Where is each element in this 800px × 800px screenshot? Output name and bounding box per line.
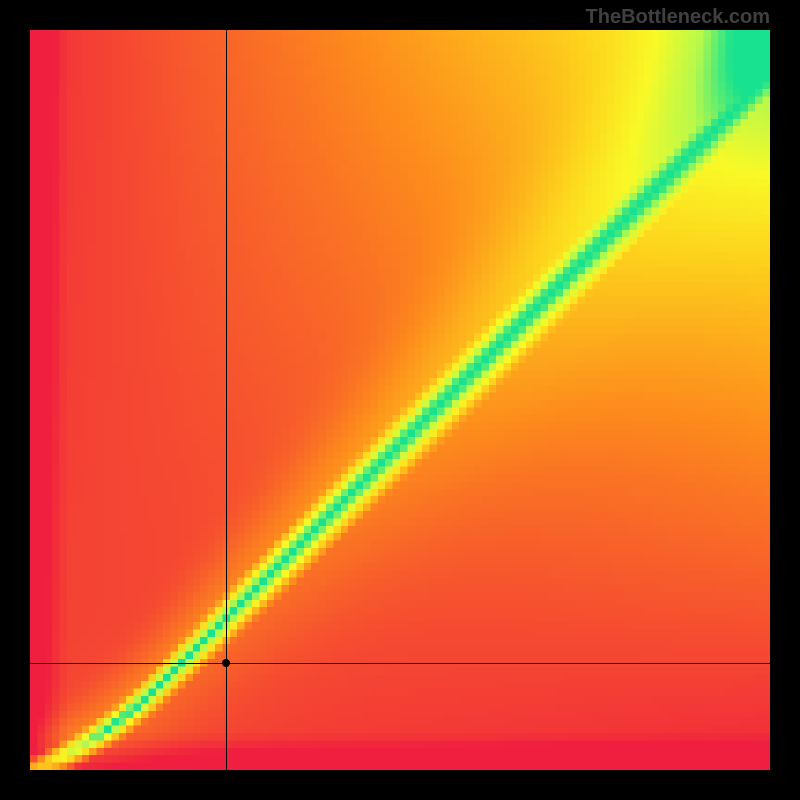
watermark-text: TheBottleneck.com [586,6,770,29]
marker-dot [222,659,230,667]
plot-area [30,30,770,770]
bottleneck-heatmap [30,30,770,770]
crosshair-horizontal [30,663,770,664]
